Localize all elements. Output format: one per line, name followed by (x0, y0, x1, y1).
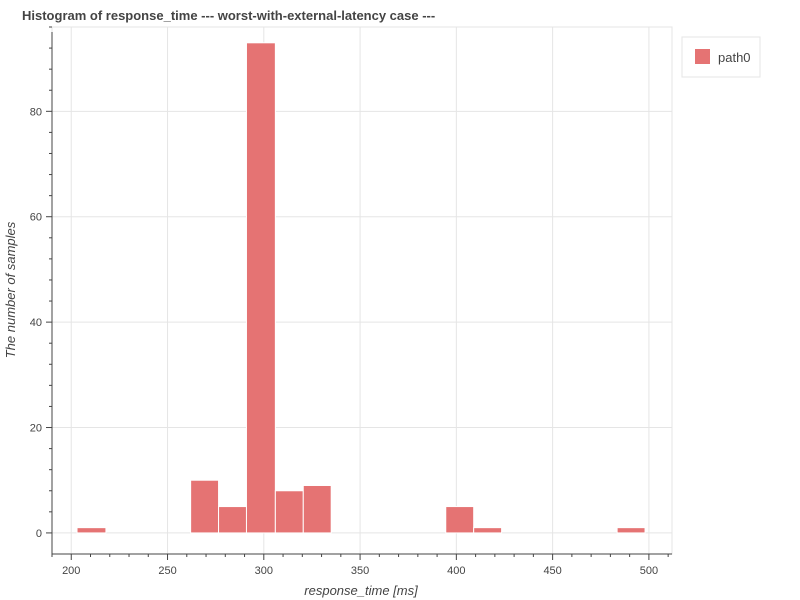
chart-title: Histogram of response_time --- worst-wit… (22, 8, 435, 23)
histogram-bar-4 (274, 490, 304, 534)
plot-frame (51, 26, 673, 555)
x-tick-label-500: 500 (640, 565, 658, 577)
y-tick-label-80: 80 (30, 106, 42, 118)
y-tick-label-20: 20 (30, 423, 42, 435)
histogram-bars (76, 42, 646, 534)
histogram-bar-1 (190, 479, 220, 534)
x-tick-label-250: 250 (158, 565, 176, 577)
histogram-bar-3 (245, 42, 276, 534)
histogram-bar-5 (302, 484, 332, 534)
y-tick-label-0: 0 (36, 528, 42, 540)
legend: path0 (681, 36, 761, 78)
x-tick-label-300: 300 (255, 565, 273, 577)
histogram-bar-2 (218, 506, 247, 534)
axes (46, 26, 672, 560)
y-tick-label-40: 40 (30, 317, 42, 329)
legend-label-path0: path0 (718, 50, 751, 65)
x-tick-label-400: 400 (447, 565, 465, 577)
histogram-bar-6 (445, 506, 475, 534)
legend-swatch-path0 (695, 49, 710, 64)
y-axis-label: The number of samples (3, 221, 18, 358)
histogram-bar-0 (76, 527, 107, 534)
x-tick-label-200: 200 (62, 565, 80, 577)
histogram-bar-8 (616, 527, 646, 534)
x-axis-label: response_time [ms] (304, 583, 418, 598)
tick-labels: 200 250 300 350 400 450 500 0 20 40 60 80 (30, 106, 658, 577)
y-tick-label-60: 60 (30, 212, 42, 224)
x-tick-label-350: 350 (351, 565, 369, 577)
x-tick-label-450: 450 (543, 565, 561, 577)
histogram-bar-7 (473, 527, 503, 534)
